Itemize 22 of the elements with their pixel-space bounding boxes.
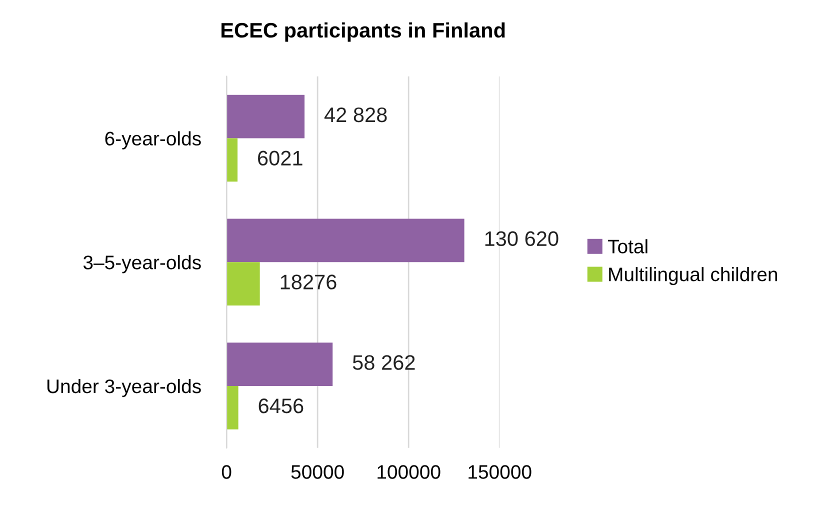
- y-tick-label: Under 3-year-olds: [47, 378, 201, 398]
- x-tick-label: 0: [222, 465, 232, 479]
- y-tick-label: 6-year-olds: [105, 131, 201, 150]
- bar: [226, 218, 464, 262]
- bar: [226, 342, 333, 386]
- data-label: 6456: [258, 398, 304, 414]
- x-tick-label: 50000: [291, 465, 344, 479]
- data-label: 6021: [258, 150, 302, 166]
- data-label: 130 620: [485, 231, 558, 246]
- legend-label: Multilingual children: [609, 266, 778, 286]
- data-label: 58 262: [352, 355, 415, 370]
- x-tick-label: 150000: [468, 465, 532, 479]
- data-label: 18276: [280, 274, 336, 290]
- bar: [226, 262, 260, 306]
- bar: [226, 138, 238, 182]
- y-tick-label: 3–5-year-olds: [83, 255, 201, 274]
- bar: [226, 386, 238, 430]
- data-label: 42 828: [324, 107, 387, 122]
- legend-label: Total: [608, 239, 648, 254]
- bar: [226, 94, 305, 138]
- x-tick-label: 100000: [378, 465, 440, 479]
- chart-title: ECEC participants in Finland: [222, 22, 505, 42]
